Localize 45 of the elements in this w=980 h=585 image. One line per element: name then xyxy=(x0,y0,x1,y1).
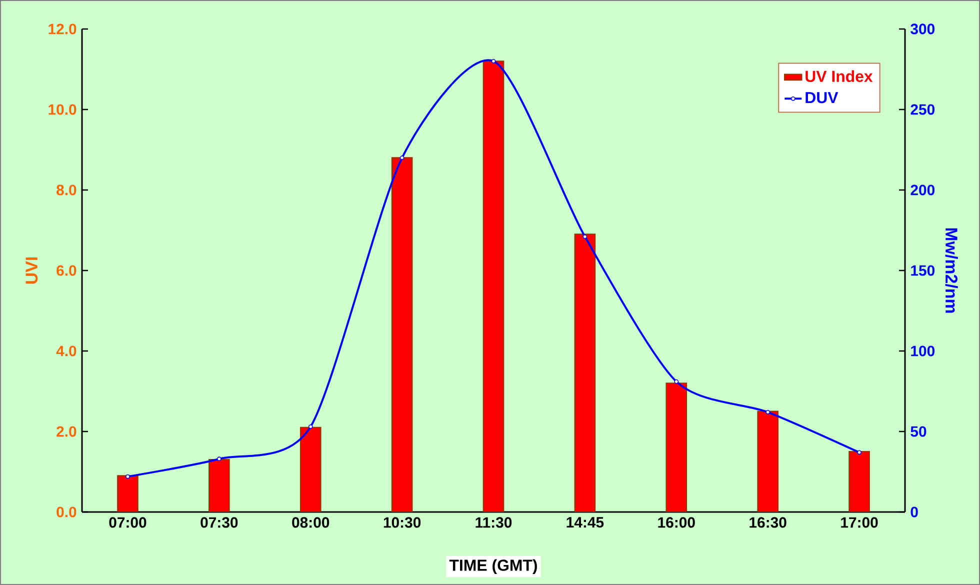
point xyxy=(308,424,313,429)
x-tick-label: 10:30 xyxy=(384,517,421,528)
x-tick-label: 07:00 xyxy=(109,517,146,528)
point xyxy=(491,58,496,64)
bar xyxy=(482,60,504,512)
y2-tick-label: 300 xyxy=(910,24,934,34)
bar xyxy=(666,382,688,512)
y-tick-label: 2.0 xyxy=(56,426,76,437)
x-tick-label: 14:45 xyxy=(566,517,604,528)
x-tick-label: 16:30 xyxy=(750,517,786,528)
bar xyxy=(848,451,870,512)
bar xyxy=(757,410,778,512)
point xyxy=(674,379,679,384)
point xyxy=(766,410,770,414)
legend-label: DUV xyxy=(806,92,838,104)
y2-axis-title: Mw/m2/nm xyxy=(945,228,958,313)
y2-tick-label: 200 xyxy=(910,184,934,196)
point xyxy=(126,474,130,479)
point xyxy=(216,456,222,462)
x-tick-label: 11:30 xyxy=(476,517,512,528)
bar xyxy=(391,157,413,512)
y-tick-label: 8.0 xyxy=(56,184,76,196)
bar xyxy=(300,426,322,512)
bar xyxy=(574,234,596,512)
x-tick-label: 16:00 xyxy=(658,517,695,528)
y2-tick-label: 50 xyxy=(910,426,926,437)
y-tick-label: 4.0 xyxy=(56,346,76,356)
legend-label: UV Index xyxy=(806,70,873,82)
x-tick-label: 17:00 xyxy=(841,517,878,528)
x-tick-label: 07:30 xyxy=(200,517,238,528)
y-tick-label: 10.0 xyxy=(48,104,76,115)
x-axis-title: TIME (GMT) xyxy=(449,559,537,574)
y-tick-label: 12.0 xyxy=(48,24,76,34)
point xyxy=(582,234,588,239)
bar xyxy=(208,459,230,512)
y2-tick-label: 150 xyxy=(911,265,934,276)
point xyxy=(857,450,862,455)
x-tick-label: 08:00 xyxy=(292,517,330,528)
y-tick-label: 6.0 xyxy=(56,265,76,276)
y2-tick-label: 0 xyxy=(910,506,918,518)
y-tick-label: 0.0 xyxy=(56,506,76,518)
y2-tick-label: 250 xyxy=(910,104,934,115)
y-axis-title: UVI xyxy=(26,258,38,284)
y2-tick-label: 100 xyxy=(911,346,934,356)
point xyxy=(400,156,404,160)
